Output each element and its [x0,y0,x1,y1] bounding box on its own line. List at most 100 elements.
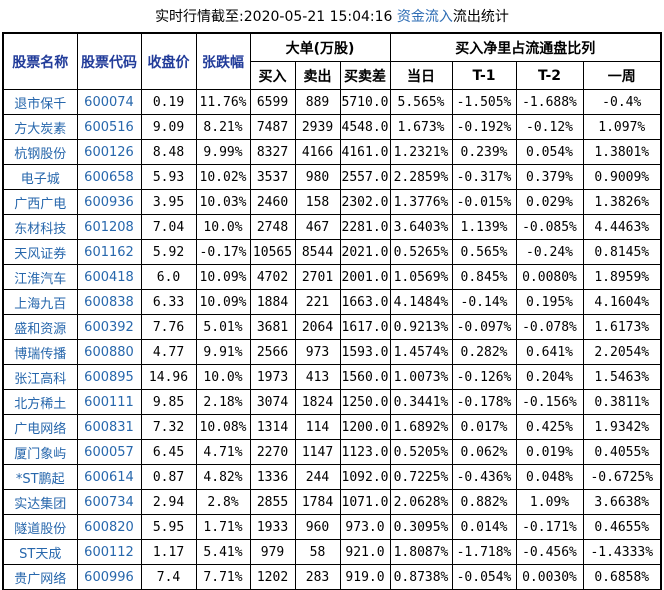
close-price-cell: 5.92 [140,239,197,265]
stock-code-cell[interactable]: 600831 [76,414,142,440]
table-row: 杭钢股份 600126 8.48 9.99% 8327 4166 4161.0 1.2321%… [2,139,662,165]
ratio-t1-cell: -1.718% [451,539,517,565]
buy-sell-diff-cell: 2001.0 [339,264,391,290]
stock-name-cell[interactable]: 天风证券 [2,239,78,265]
stock-name-cell[interactable]: 盛和资源 [2,314,78,340]
ratio-t2-cell: 0.054% [515,139,584,165]
stock-name-cell[interactable]: 北方稀土 [2,389,78,415]
ratio-day-cell: 1.3776% [389,189,453,215]
ratio-week-cell: 4.4463% [582,214,662,240]
ratio-day-cell: 4.1484% [389,289,453,315]
stock-code-cell[interactable]: 600658 [76,164,142,190]
stock-code-cell[interactable]: 600516 [76,114,142,140]
title-prefix: 实时行情截至:2020-05-21 15:04:16 [155,9,397,25]
ratio-week-cell: 3.6638% [582,489,662,515]
ratio-t1-cell: 1.139% [451,214,517,240]
stock-name-cell[interactable]: 退市保千 [2,89,78,115]
change-pct-cell: 10.08% [195,414,251,440]
stock-code-cell[interactable]: 600895 [76,364,142,390]
ratio-t2-cell: 0.195% [515,289,584,315]
col-header-day: 当日 [389,61,453,90]
stock-code-cell[interactable]: 600838 [76,289,142,315]
stock-code-cell[interactable]: 600112 [76,539,142,565]
stock-code-cell[interactable]: 600418 [76,264,142,290]
stock-name-cell[interactable]: 杭钢股份 [2,139,78,165]
stock-code-cell[interactable]: 600880 [76,339,142,365]
ratio-week-cell: 1.3801% [582,139,662,165]
close-price-cell: 7.04 [140,214,197,240]
ratio-t1-cell: 0.845% [451,264,517,290]
ratio-t1-cell: -1.505% [451,89,517,115]
ratio-day-cell: 1.2321% [389,139,453,165]
fund-inflow-link[interactable]: 资金流入 [396,9,453,25]
big-sell-cell: 114 [294,414,341,440]
ratio-day-cell: 0.3095% [389,514,453,540]
ratio-t2-cell: 0.379% [515,164,584,190]
big-sell-cell: 221 [294,289,341,315]
stock-name-cell[interactable]: 厦门象屿 [2,439,78,465]
buy-sell-diff-cell: 921.0 [339,539,391,565]
stock-code-cell[interactable]: 600936 [76,189,142,215]
table-row: 电子城 600658 5.93 10.02% 3537 980 2557.0 2.2859% -… [2,164,662,190]
stock-code-cell[interactable]: 600111 [76,389,142,415]
close-price-cell: 0.19 [140,89,197,115]
table-row: *ST鹏起 600614 0.87 4.82% 1336 244 1092.0 0.7225%… [2,464,662,490]
stock-name-cell[interactable]: 电子城 [2,164,78,190]
stock-name-cell[interactable]: 实达集团 [2,489,78,515]
big-buy-cell: 4702 [249,264,296,290]
big-buy-cell: 6599 [249,89,296,115]
close-price-cell: 7.76 [140,314,197,340]
stock-code-cell[interactable]: 600126 [76,139,142,165]
big-sell-cell: 244 [294,464,341,490]
change-pct-cell: 2.18% [195,389,251,415]
stock-name-cell[interactable]: *ST鹏起 [2,464,78,490]
table-row: 厦门象屿 600057 6.45 4.71% 2270 1147 1123.0 0.5205%… [2,439,662,465]
stock-name-cell[interactable]: 博瑞传播 [2,339,78,365]
ratio-t1-cell: -0.317% [451,164,517,190]
ratio-t1-cell: 0.014% [451,514,517,540]
stock-name-cell[interactable]: 张江高科 [2,364,78,390]
stock-name-cell[interactable]: 广电网络 [2,414,78,440]
stock-name-cell[interactable]: 江淮汽车 [2,264,78,290]
table-row: 隧道股份 600820 5.95 1.71% 1933 960 973.0 0.3095% 0.… [2,514,662,540]
ratio-t2-cell: 0.425% [515,414,584,440]
table-row: 盛和资源 600392 7.76 5.01% 3681 2064 1617.0 0.9213%… [2,314,662,340]
ratio-t2-cell: -0.171% [515,514,584,540]
stock-name-cell[interactable]: 上海九百 [2,289,78,315]
stock-code-cell[interactable]: 601162 [76,239,142,265]
ratio-day-cell: 1.6892% [389,414,453,440]
stock-code-cell[interactable]: 600057 [76,439,142,465]
ratio-week-cell: 0.4055% [582,439,662,465]
change-pct-cell: 10.02% [195,164,251,190]
stock-code-cell[interactable]: 600734 [76,489,142,515]
stock-code-cell[interactable]: 601208 [76,214,142,240]
close-price-cell: 1.17 [140,539,197,565]
change-pct-cell: 9.91% [195,339,251,365]
big-sell-cell: 960 [294,514,341,540]
col-header-stock-code: 股票代码 [76,32,142,90]
ratio-week-cell: -0.6725% [582,464,662,490]
close-price-cell: 5.93 [140,164,197,190]
stock-code-cell[interactable]: 600392 [76,314,142,340]
change-pct-cell: 10.0% [195,364,251,390]
change-pct-cell: 1.71% [195,514,251,540]
stock-name-cell[interactable]: 隧道股份 [2,514,78,540]
ratio-day-cell: 1.0073% [389,364,453,390]
stock-name-cell[interactable]: 广西广电 [2,189,78,215]
stock-name-cell[interactable]: 方大炭素 [2,114,78,140]
stock-code-cell[interactable]: 600614 [76,464,142,490]
stock-name-cell[interactable]: 贵广网络 [2,564,78,590]
col-group-net-buy-ratio: 买入净里占流通盘比列 [389,32,662,62]
ratio-day-cell: 5.565% [389,89,453,115]
stock-code-cell[interactable]: 600996 [76,564,142,590]
ratio-day-cell: 1.673% [389,114,453,140]
stock-code-cell[interactable]: 600820 [76,514,142,540]
quotes-table-body: 退市保千 600074 0.19 11.76% 6599 889 5710.0 5.565% -… [2,89,662,590]
buy-sell-diff-cell: 2021.0 [339,239,391,265]
stock-name-cell[interactable]: ST天成 [2,539,78,565]
stock-code-cell[interactable]: 600074 [76,89,142,115]
big-sell-cell: 1824 [294,389,341,415]
close-price-cell: 8.48 [140,139,197,165]
stock-name-cell[interactable]: 东材科技 [2,214,78,240]
ratio-week-cell: 0.8145% [582,239,662,265]
